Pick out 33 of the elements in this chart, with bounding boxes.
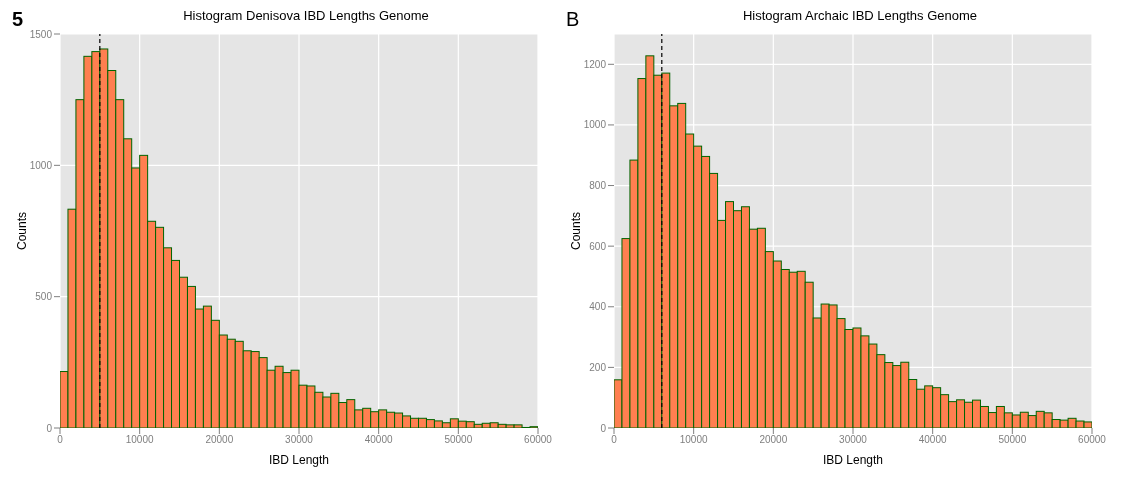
x-tick-label: 50000 — [998, 434, 1027, 446]
x-tick-label: 10000 — [679, 434, 709, 446]
y-tick-label: 0 — [600, 422, 607, 434]
x-axis-title: IBD Length — [822, 453, 884, 467]
x-tick-label: 0 — [611, 434, 618, 446]
y-tick-label: 1000 — [29, 159, 53, 171]
y-axis-title: Counts — [15, 211, 30, 251]
y-tick-label: 1500 — [29, 28, 53, 40]
y-tick-label: 800 — [589, 180, 607, 192]
x-tick-label: 10000 — [125, 434, 155, 446]
x-tick-label: 30000 — [285, 434, 314, 446]
x-tick-label: 40000 — [918, 434, 948, 446]
y-tick-label: 200 — [589, 361, 607, 373]
y-tick-label: 400 — [589, 301, 607, 313]
y-tick-label: 600 — [589, 240, 607, 252]
x-tick-label: 60000 — [1078, 434, 1107, 446]
x-tick-label: 20000 — [759, 434, 788, 446]
x-tick-label: 40000 — [364, 434, 394, 446]
x-tick-label: 20000 — [205, 434, 234, 446]
y-tick-label: 1000 — [583, 119, 607, 131]
text: B — [566, 8, 580, 31]
y-tick-label: 500 — [35, 291, 53, 303]
x-tick-label: 50000 — [444, 434, 473, 446]
y-tick-label: 1200 — [583, 58, 607, 70]
chart-title: Histogram Archaic IBD Lengths Genome — [742, 8, 978, 23]
x-tick-label: 30000 — [839, 434, 868, 446]
x-tick-label: 0 — [57, 434, 64, 446]
text: 5 — [12, 8, 24, 31]
x-axis-title: IBD Length — [268, 453, 330, 467]
chart-title: Histogram Denisova IBD Lengths Genome — [183, 8, 429, 23]
x-tick-label: 60000 — [524, 434, 553, 446]
y-axis-title: Counts — [569, 211, 584, 251]
y-tick-label: 0 — [46, 422, 53, 434]
